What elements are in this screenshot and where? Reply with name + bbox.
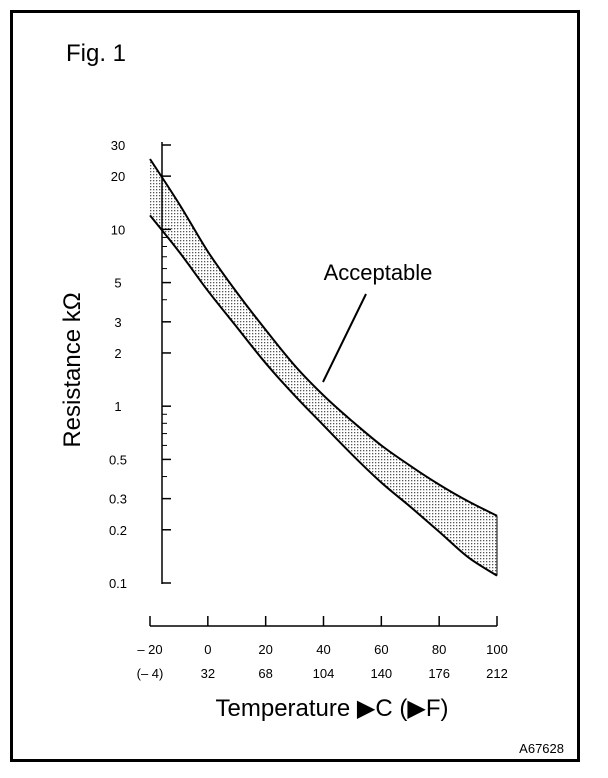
acceptable-annotation: Acceptable	[324, 260, 433, 285]
x-axis-title: Temperature ▶C (▶F)	[216, 695, 449, 722]
x-tick-label-fahrenheit: 104	[313, 666, 335, 681]
y-tick-label: 30	[111, 138, 125, 153]
x-tick-label-celsius: 100	[486, 642, 508, 657]
y-tick-label: 20	[111, 169, 125, 184]
annotation-leader-line	[322, 293, 367, 383]
acceptable-band-area	[150, 159, 497, 576]
y-tick-label: 0.1	[109, 576, 127, 591]
x-tick-label-fahrenheit: 212	[486, 666, 508, 681]
y-tick-label: 0.2	[109, 523, 127, 538]
x-tick-label-celsius: – 20	[137, 642, 162, 657]
y-tick-label: 5	[114, 276, 121, 291]
y-tick-label: 1	[114, 399, 121, 414]
y-axis-title: Resistance kΩ	[59, 292, 86, 447]
upper-limit-line	[149, 158, 498, 517]
x-tick-label-fahrenheit: (– 4)	[137, 666, 164, 681]
x-tick-label-celsius: 20	[258, 642, 272, 657]
y-tick-label: 2	[114, 346, 121, 361]
x-tick-label-celsius: 60	[374, 642, 388, 657]
x-tick-label-celsius: 40	[316, 642, 330, 657]
figure-code: A67628	[519, 741, 564, 756]
x-tick-label-celsius: 0	[204, 642, 211, 657]
lower-limit-line	[149, 214, 498, 577]
y-tick-label: 0.5	[109, 452, 127, 467]
y-tick-label: 10	[111, 222, 125, 237]
y-tick-label: 0.3	[109, 492, 127, 507]
y-tick-label: 3	[114, 315, 121, 330]
x-tick-label-fahrenheit: 176	[428, 666, 450, 681]
x-tick-label-fahrenheit: 32	[201, 666, 215, 681]
figure-label: Fig. 1	[66, 40, 127, 67]
x-tick-label-celsius: 80	[432, 642, 446, 657]
x-tick-label-fahrenheit: 68	[258, 666, 272, 681]
x-tick-label-fahrenheit: 140	[370, 666, 392, 681]
